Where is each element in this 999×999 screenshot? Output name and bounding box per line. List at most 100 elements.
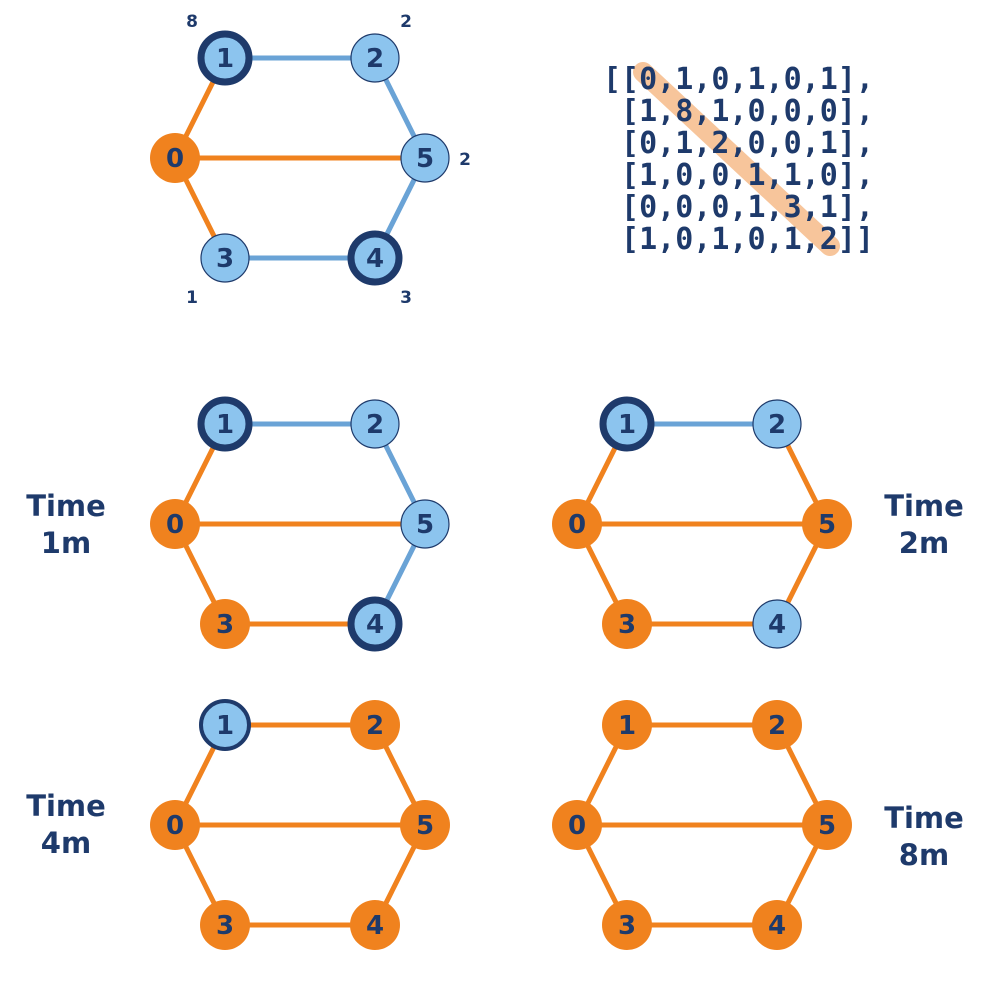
node-label-2: 2 <box>366 711 384 741</box>
node-label-4: 4 <box>768 911 786 941</box>
weight-node-3: 1 <box>186 288 198 308</box>
node-label-3: 3 <box>618 610 636 640</box>
node-label-5: 5 <box>416 510 434 540</box>
time-label-1m-line1: Time <box>26 489 106 523</box>
node-4: 4 <box>347 596 403 652</box>
node-label-2: 2 <box>366 410 384 440</box>
matrix-row-4: [0,0,0,1,3,1], <box>603 190 874 225</box>
node-4: 4 <box>752 599 802 649</box>
node-circle-0 <box>552 499 602 549</box>
weight-node-5: 2 <box>459 150 471 170</box>
node-1: 1 <box>197 30 253 86</box>
node-label-2: 2 <box>768 410 786 440</box>
node-circle-5 <box>400 800 450 850</box>
node-label-0: 0 <box>166 811 184 841</box>
node-circle-5 <box>400 499 450 549</box>
graph-panel-t2: 0 1 2 3 4 5 <box>552 396 852 649</box>
node-circle-4 <box>752 900 802 950</box>
time-labels: Time 1m Time 2m Time 4m Time 8m <box>26 489 964 872</box>
node-label-0: 0 <box>166 510 184 540</box>
node-label-3: 3 <box>216 911 234 941</box>
time-label-4m-line1: Time <box>26 789 106 823</box>
node-weights: 8 2 2 1 3 <box>186 12 471 308</box>
graph-panel-t4: 0 1 2 3 4 5 <box>150 699 450 950</box>
node-circle-4 <box>347 596 403 652</box>
node-circle-3 <box>602 900 652 950</box>
node-2: 2 <box>752 399 802 449</box>
node-circle-4 <box>347 230 403 286</box>
node-circle-3 <box>200 900 250 950</box>
node-3: 3 <box>602 599 652 649</box>
time-label-2m-line2: 2m <box>899 526 949 560</box>
node-circle-0 <box>150 499 200 549</box>
node-circle-1 <box>599 396 655 452</box>
matrix-diagonal-highlight <box>633 62 840 256</box>
node-circle-2 <box>350 700 400 750</box>
time-label-2m-line1: Time <box>884 489 964 523</box>
node-5: 5 <box>802 800 852 850</box>
node-5: 5 <box>802 499 852 549</box>
node-circle-5 <box>802 499 852 549</box>
node-label-0: 0 <box>166 144 184 174</box>
node-circle-4 <box>350 900 400 950</box>
node-label-0: 0 <box>568 811 586 841</box>
matrix-row-2: [0,1,2,0,0,1], <box>603 126 874 161</box>
node-label-5: 5 <box>818 510 836 540</box>
node-1: 1 <box>199 699 251 751</box>
node-2: 2 <box>350 700 400 750</box>
node-0: 0 <box>150 499 200 549</box>
node-1: 1 <box>599 396 655 452</box>
node-4: 4 <box>347 230 403 286</box>
node-0: 0 <box>552 499 602 549</box>
node-label-1: 1 <box>216 711 234 741</box>
node-0: 0 <box>150 133 200 183</box>
node-0: 0 <box>552 800 602 850</box>
node-circle-0 <box>552 800 602 850</box>
node-5: 5 <box>400 499 450 549</box>
node-label-1: 1 <box>618 711 636 741</box>
node-2: 2 <box>752 700 802 750</box>
node-circle-2 <box>350 33 400 83</box>
node-label-3: 3 <box>216 610 234 640</box>
node-5: 5 <box>400 133 450 183</box>
node-1: 1 <box>197 396 253 452</box>
weight-node-1: 8 <box>186 12 198 32</box>
node-3: 3 <box>200 599 250 649</box>
time-label-4m-line2: 4m <box>41 826 91 860</box>
node-label-5: 5 <box>416 811 434 841</box>
node-label-2: 2 <box>768 711 786 741</box>
graph-panel-initial: 0 1 2 3 4 5 <box>150 30 450 286</box>
node-circle-2 <box>350 399 400 449</box>
node-2: 2 <box>350 399 400 449</box>
node-label-4: 4 <box>768 610 786 640</box>
node-0: 0 <box>150 800 200 850</box>
node-label-3: 3 <box>216 244 234 274</box>
node-label-1: 1 <box>216 410 234 440</box>
graph-panel-t1: 0 1 2 3 4 5 <box>150 396 450 652</box>
weight-node-2: 2 <box>400 12 412 32</box>
node-2: 2 <box>350 33 400 83</box>
node-circle-1 <box>199 699 251 751</box>
node-circle-1 <box>197 396 253 452</box>
node-circle-1 <box>197 30 253 86</box>
node-circle-3 <box>200 599 250 649</box>
node-label-4: 4 <box>366 911 384 941</box>
matrix-row-3: [1,0,0,1,1,0], <box>603 158 874 193</box>
node-label-5: 5 <box>818 811 836 841</box>
node-circle-4 <box>752 599 802 649</box>
node-label-1: 1 <box>216 44 234 74</box>
node-label-2: 2 <box>366 44 384 74</box>
node-4: 4 <box>350 900 400 950</box>
time-label-8m-line1: Time <box>884 801 964 835</box>
node-label-4: 4 <box>366 610 384 640</box>
node-label-3: 3 <box>618 911 636 941</box>
node-circle-2 <box>752 399 802 449</box>
weight-node-4: 3 <box>400 288 412 308</box>
time-label-1m-line2: 1m <box>41 526 91 560</box>
node-5: 5 <box>400 800 450 850</box>
node-circle-2 <box>752 700 802 750</box>
matrix-row-5: [1,0,1,0,1,2]] <box>603 222 874 257</box>
node-label-1: 1 <box>618 410 636 440</box>
